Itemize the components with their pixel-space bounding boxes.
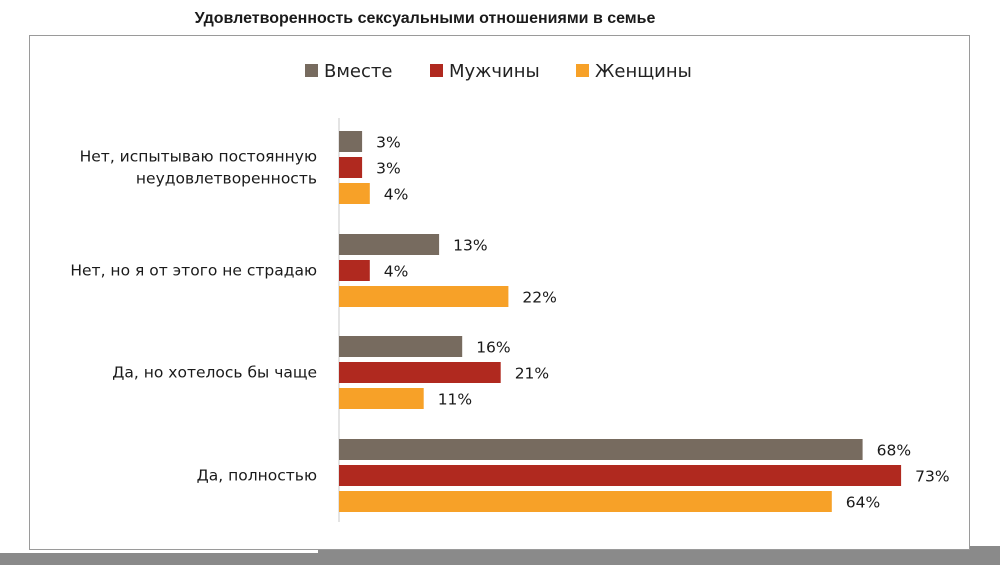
bar-1-3 <box>339 183 370 204</box>
legend: Вместе Мужчины Женщины <box>305 61 692 82</box>
legend-swatch-2 <box>430 64 443 77</box>
value-label-3-2: 21% <box>515 365 549 383</box>
value-label-4-1: 68% <box>877 442 911 460</box>
legend-label-2: Мужчины <box>449 61 540 82</box>
value-label-4-3: 64% <box>846 494 880 512</box>
category-label-1-line-1: Нет, испытываю постоянную <box>80 148 317 166</box>
value-label-4-2: 73% <box>915 468 949 486</box>
bar-4-3 <box>339 491 832 512</box>
category-label-2-line-1: Нет, но я от этого не страдаю <box>70 262 317 280</box>
legend-label-3: Женщины <box>595 61 692 82</box>
bar-3-1 <box>339 336 463 357</box>
legend-swatch-1 <box>305 64 318 77</box>
value-label-2-2: 4% <box>384 263 409 281</box>
value-label-3-3: 11% <box>438 391 472 409</box>
bars <box>339 131 902 512</box>
bar-1-2 <box>339 157 363 178</box>
value-label-3-1: 16% <box>476 339 510 357</box>
value-labels: 3% 3% 4% 13% 4% 22% 16% 21% 11% 68%73% 64% <box>376 134 949 512</box>
legend-label-1: Вместе <box>324 61 392 82</box>
value-label-1-1: 3% <box>376 134 401 152</box>
category-label-3-line-1: Да, но хотелось бы чаще <box>112 364 317 382</box>
value-label-1-2: 3% <box>376 160 401 178</box>
category-label-1-line-2: неудовлетворенность <box>136 170 317 188</box>
bar-1-1 <box>339 131 363 152</box>
bottom-strip <box>318 546 1000 565</box>
bar-4-1 <box>339 439 863 460</box>
value-label-2-1: 13% <box>453 237 487 255</box>
bar-3-3 <box>339 388 424 409</box>
bottom-strip-left <box>0 553 318 565</box>
bar-2-2 <box>339 260 370 281</box>
bar-3-2 <box>339 362 501 383</box>
category-labels: Нет, испытываю постоянную неудовлетворенн… <box>70 148 317 485</box>
bar-4-2 <box>339 465 902 486</box>
bar-2-3 <box>339 286 509 307</box>
value-label-1-3: 4% <box>384 186 409 204</box>
bar-2-1 <box>339 234 440 255</box>
legend-swatch-3 <box>576 64 589 77</box>
category-label-4-line-1: Да, полностью <box>197 467 317 485</box>
value-label-2-3: 22% <box>522 289 556 307</box>
chart-title: Удовлетворенность сексуальными отношения… <box>194 10 656 27</box>
